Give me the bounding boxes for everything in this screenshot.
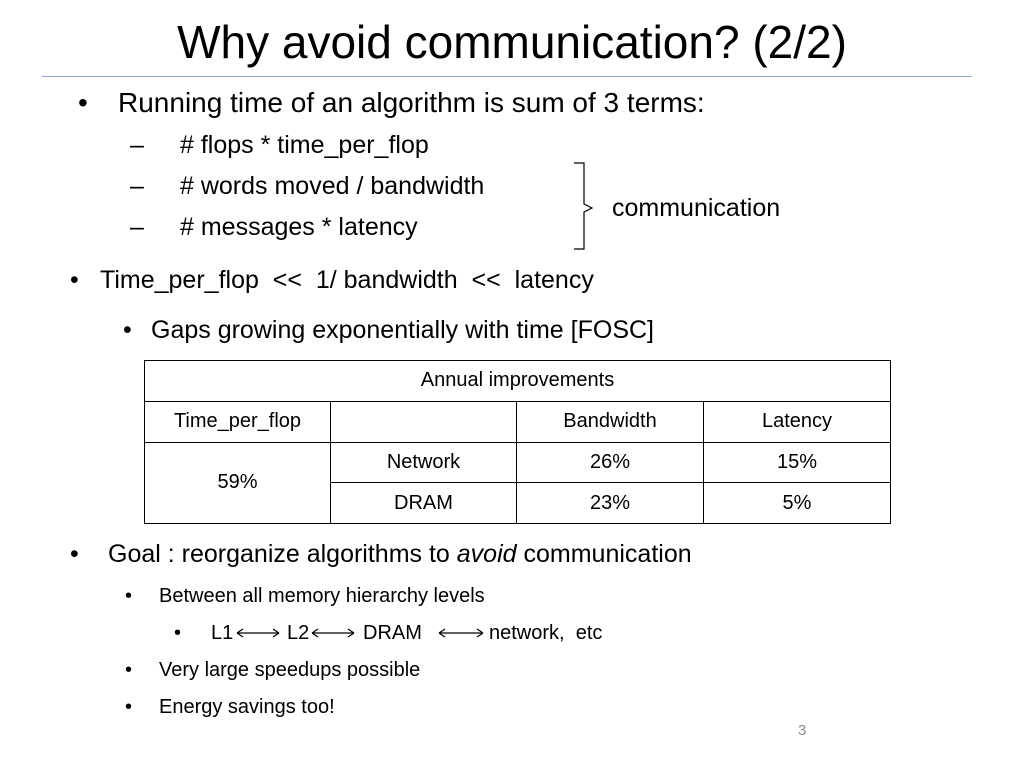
table-cell: DRAM — [330, 482, 517, 524]
communication-label: communication — [612, 194, 781, 222]
chain-network: network, etc — [489, 622, 603, 644]
table-cell: Network — [330, 441, 517, 484]
goal-bullet: Goal : reorganize algorithms to avoid co… — [108, 539, 692, 569]
right-brace-icon — [574, 162, 594, 250]
table-cell: 15% — [703, 441, 891, 484]
bullet-dot: • — [174, 622, 182, 644]
table-header: Bandwidth — [516, 400, 704, 443]
bullet-dot: • — [125, 585, 133, 607]
title-underline — [42, 76, 972, 77]
energy-bullet: Energy savings too! — [159, 696, 335, 718]
bullet-dot: • — [125, 659, 133, 681]
dash-marker: – — [130, 172, 144, 200]
table-header: Latency — [703, 400, 891, 443]
term-messages: # messages * latency — [180, 213, 418, 241]
bullet-dot: • — [70, 266, 79, 294]
slide-title: Why avoid communication? (2/2) — [177, 16, 847, 68]
dash-marker: – — [130, 131, 144, 159]
goal-emphasis: avoid — [456, 540, 517, 568]
table-row: DRAM 23% 5% — [145, 482, 891, 524]
table-caption: Annual improvements — [144, 360, 891, 402]
double-arrow-icon — [236, 628, 280, 638]
chain-l2: L2 — [287, 622, 310, 644]
table-header: Time_per_flop — [144, 400, 331, 443]
annual-improvements-table: Annual improvements Time_per_flop Bandwi… — [144, 360, 891, 524]
bullet-dot: • — [78, 87, 88, 118]
bullet-dot: • — [123, 316, 132, 344]
page-number: 3 — [798, 722, 807, 739]
ordering-bullet: Time_per_flop << 1/ bandwidth << latency — [100, 266, 594, 294]
double-arrow-icon — [438, 628, 484, 638]
table-row: 59% Network 26% 15% — [144, 441, 891, 524]
goal-prefix: Goal : reorganize algorithms to — [108, 540, 457, 568]
gaps-bullet: Gaps growing exponentially with time [FO… — [151, 316, 654, 344]
table-cell: 5% — [703, 482, 891, 524]
term-flops: # flops * time_per_flop — [180, 131, 429, 159]
levels-bullet: Between all memory hierarchy levels — [159, 585, 485, 607]
table-cell: 26% — [516, 441, 704, 484]
chain-l1: L1 — [211, 622, 234, 644]
term-words: # words moved / bandwidth — [180, 172, 485, 200]
chain-dram: DRAM — [363, 622, 422, 644]
goal-suffix: communication — [516, 540, 692, 568]
speedups-bullet: Very large speedups possible — [159, 659, 421, 681]
table-header — [330, 400, 517, 443]
bullet-dot: • — [125, 696, 133, 718]
running-time-bullet: Running time of an algorithm is sum of 3… — [118, 87, 705, 118]
double-arrow-icon — [311, 628, 355, 638]
table-cell: 59% — [144, 441, 331, 524]
bullet-dot: • — [70, 540, 79, 568]
dash-marker: – — [130, 213, 144, 241]
table-cell: 23% — [516, 482, 704, 524]
